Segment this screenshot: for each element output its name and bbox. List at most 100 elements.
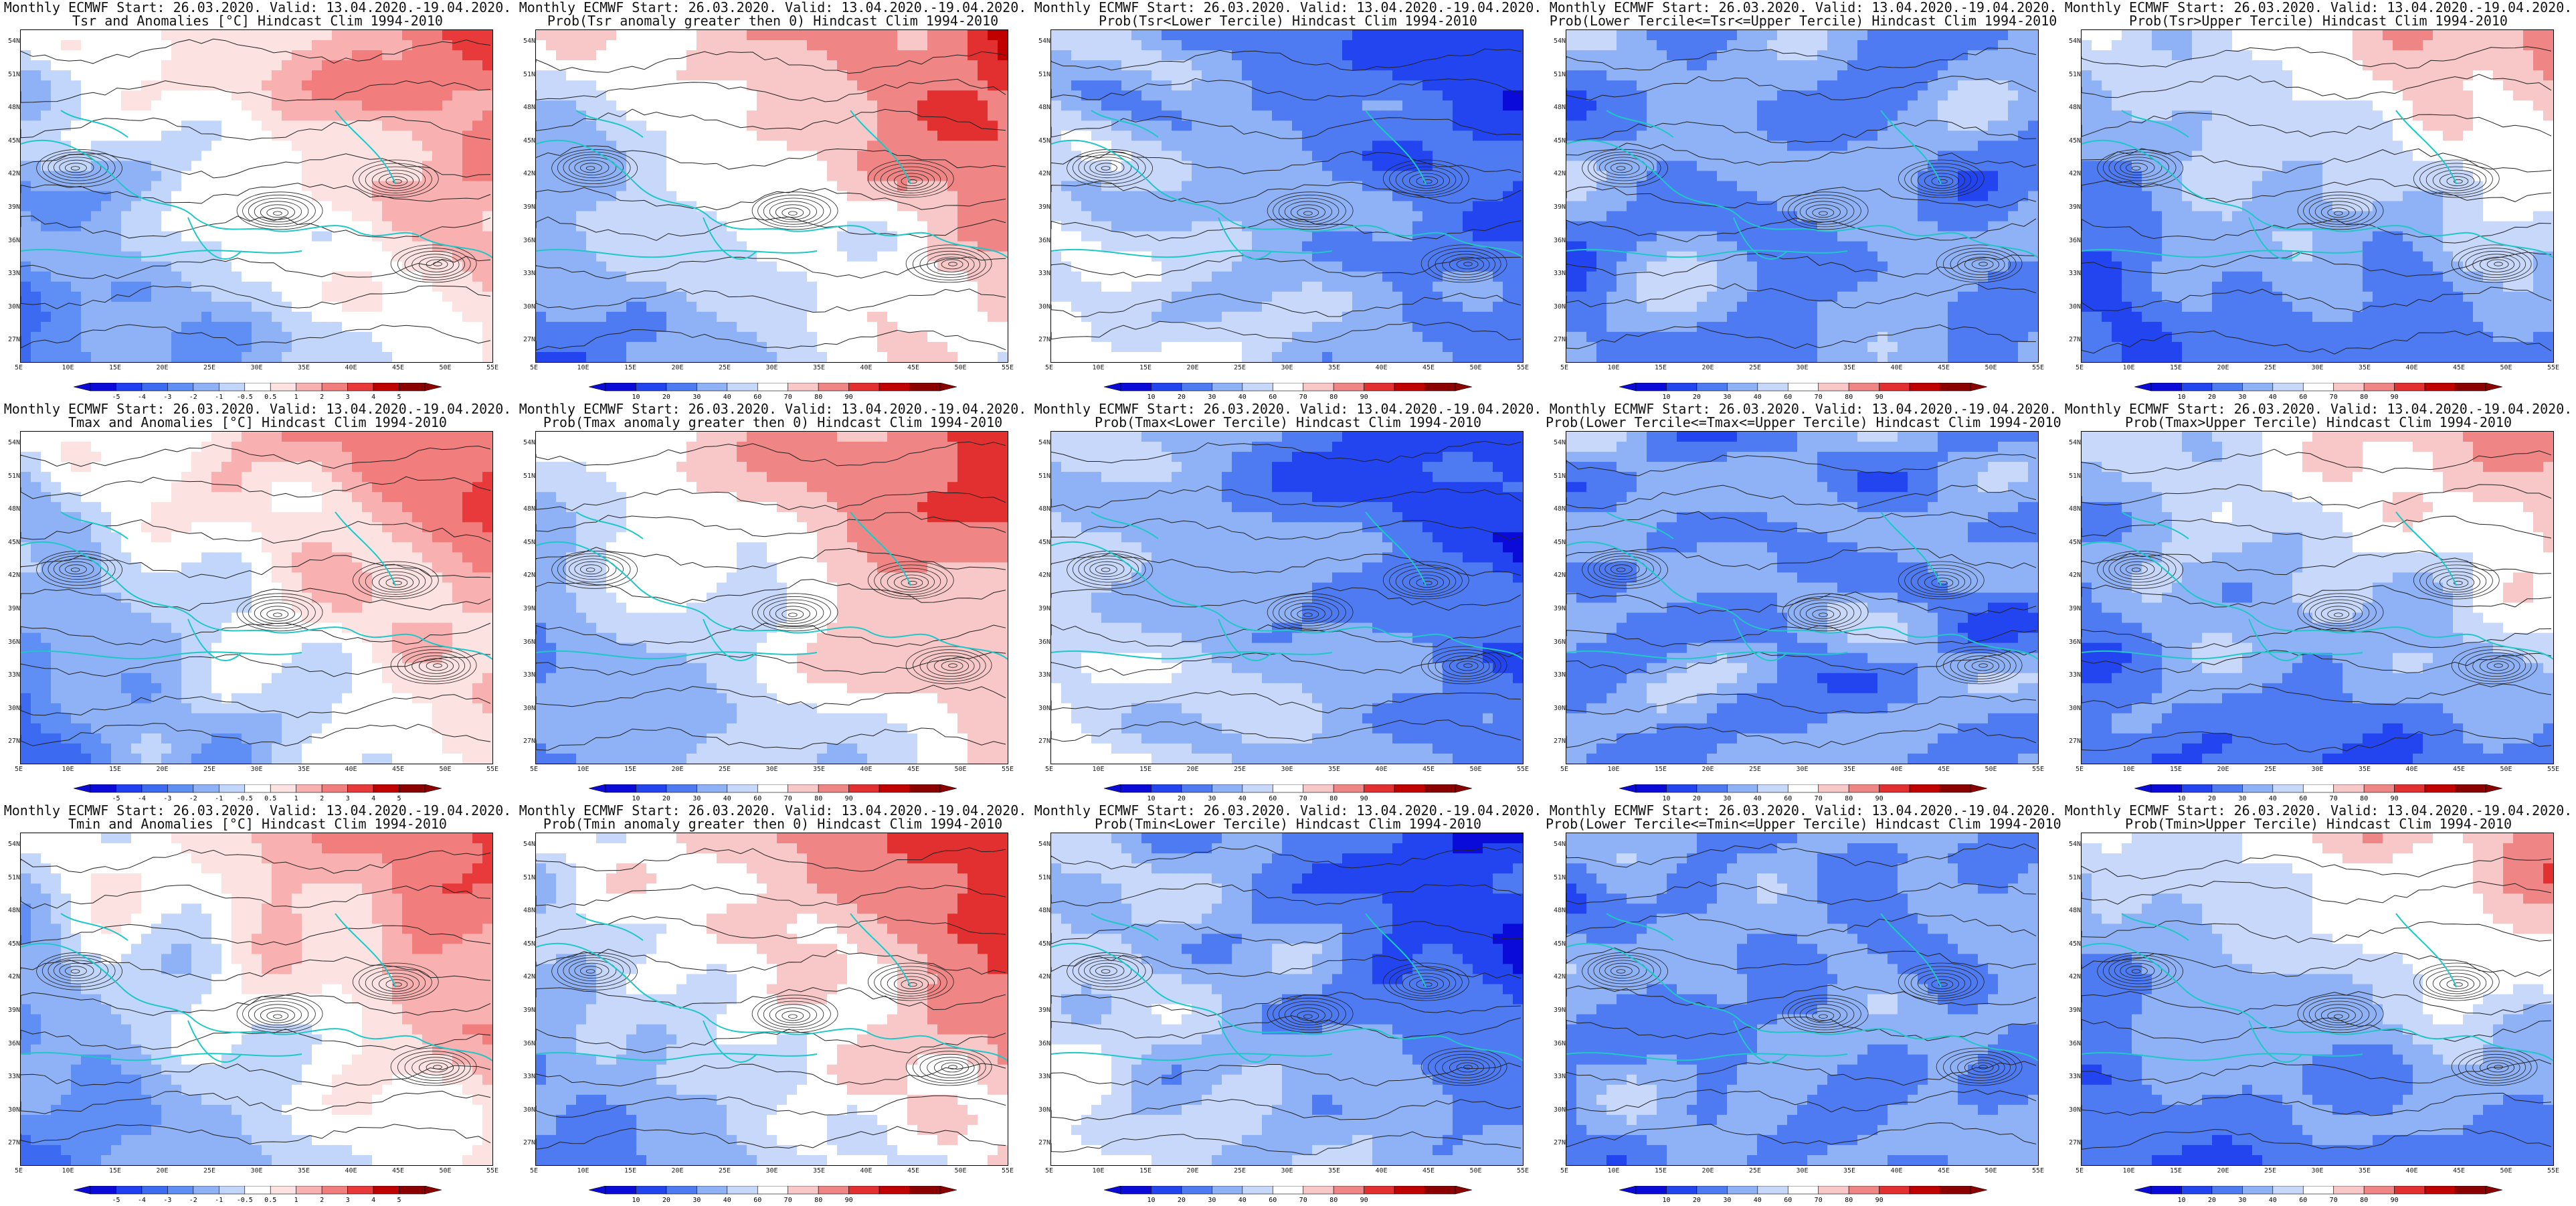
colorbar-tick-label: 70 (1815, 394, 1823, 400)
colorbar-tick-label: 20 (1693, 1197, 1701, 1203)
colorbar-swatch (2181, 784, 2213, 793)
longitude-label: 15E (624, 766, 636, 773)
latitude-label: 27N (518, 336, 535, 343)
temperature-contours (21, 38, 491, 349)
colorbar: -5 -4 -3 -2 -1 -0.5 0.5 1 2 3 4 5 (73, 784, 442, 802)
colorbar-swatch (167, 1185, 194, 1195)
longitude-label: 10E (2123, 766, 2135, 773)
colorbar-tick-label: 20 (1178, 1197, 1186, 1203)
colorbar-tick-label: -4 (138, 1197, 146, 1203)
latitude-label: 33N (3, 1073, 20, 1080)
latitude-label: 51N (518, 472, 535, 480)
latitude-label: 45N (1548, 940, 1566, 948)
longitude-label: 35E (813, 766, 825, 773)
panel-header: Monthly ECMWF Start: 26.03.2020. Valid: … (1030, 402, 1546, 416)
latitude-label: 30N (518, 705, 535, 712)
latitude-label: 36N (2063, 638, 2081, 646)
colorbar-swatch (1212, 784, 1243, 793)
latitude-label: 54N (3, 841, 20, 848)
temperature-contours (1566, 48, 2037, 349)
colorbar: 10 20 30 40 60 70 80 90 (1619, 382, 1988, 401)
longitude-label: 10E (1093, 1167, 1105, 1175)
legend-colorbar: 10 20 30 40 60 70 80 90 (1103, 1185, 1473, 1204)
map-canvas (2082, 30, 2553, 362)
panel-header: Monthly ECMWF Start: 26.03.2020. Valid: … (2061, 0, 2576, 15)
latitude-label: 33N (3, 270, 20, 277)
colorbar-swatch (2242, 1185, 2274, 1195)
longitude-label: 5E (15, 364, 23, 371)
longitude-label: 40E (2406, 766, 2418, 773)
longitude-label: 30E (1281, 1167, 1293, 1175)
coastline (2082, 913, 2553, 1063)
colorbar-swatch (788, 1185, 819, 1195)
colorbar-swatch (141, 1185, 168, 1195)
map-frame (535, 833, 1008, 1166)
latitude-label: 45N (518, 539, 535, 546)
map-frame (20, 833, 493, 1166)
colorbar-swatch (2424, 1185, 2456, 1195)
colorbar-swatch (296, 784, 323, 793)
colorbar-tick-label: 30 (1208, 394, 1216, 400)
filled-shading (1566, 833, 2038, 1165)
colorbar-tick-label: -5 (112, 394, 120, 400)
coastline (1566, 110, 2038, 260)
colorbar-swatch (1909, 382, 1940, 392)
colorbar-swatch (2181, 1185, 2213, 1195)
latitude-label: 27N (518, 1139, 535, 1146)
colorbar-swatch (2363, 1185, 2395, 1195)
colorbar-tick-label: 90 (845, 1197, 853, 1203)
colorbar-swatch (1242, 1185, 1273, 1195)
longitude-label: 5E (530, 766, 538, 773)
colorbar-swatch (1242, 382, 1273, 392)
panel-subtitle: Prob(Tsr<Lower Tercile) Hindcast Clim 19… (1030, 13, 1546, 28)
colorbar-tick-label: 90 (1360, 795, 1368, 802)
map-frame (1050, 833, 1524, 1166)
colorbar-swatch (141, 382, 168, 392)
colorbar-swatch (1151, 382, 1182, 392)
colorbar-swatch (1787, 382, 1819, 392)
latitude-label: 36N (1033, 237, 1050, 244)
colorbar: 10 20 30 40 60 70 80 90 (1619, 1185, 1988, 1204)
colorbar-tick-label: 60 (1269, 394, 1277, 400)
longitude-label: 10E (577, 364, 589, 371)
latitude-label: 36N (518, 1040, 535, 1047)
colorbar-swatch (1818, 382, 1849, 392)
longitude-label: 55E (2032, 1167, 2044, 1175)
coastline (1566, 913, 2038, 1063)
latitude-label: 45N (1548, 539, 1566, 546)
longitude-label: 25E (2264, 364, 2276, 371)
colorbar-tick-label: 60 (753, 1197, 761, 1203)
latitude-label: 39N (2063, 203, 2081, 211)
legend-colorbar: 10 20 30 40 60 70 80 90 (1619, 1185, 1988, 1204)
map-frame (20, 431, 493, 764)
panel-subtitle: Prob(Lower Tercile<=Tmin<=Upper Tercile)… (1546, 816, 2061, 831)
longitude-label: 15E (1139, 766, 1152, 773)
longitude-label: 45E (1422, 766, 1435, 773)
colorbar-tick-label: 1 (294, 394, 298, 400)
longitude-label: 25E (719, 1167, 731, 1175)
colorbar-tick-label: 90 (845, 795, 853, 802)
colorbar-tick-label: 80 (1329, 394, 1338, 400)
longitude-label: 25E (719, 766, 731, 773)
longitude-label: 55E (486, 364, 498, 371)
colorbar-tick-label: 70 (1815, 795, 1823, 802)
latitude-label: 51N (3, 874, 20, 881)
longitude-label: 25E (2264, 1167, 2276, 1175)
latitude-label: 48N (1033, 104, 1050, 111)
colorbar-tick-label: 90 (2391, 795, 2399, 802)
legend-colorbar: 10 20 30 40 60 70 80 90 (2134, 1185, 2503, 1204)
colorbar-swatch (1666, 1185, 1697, 1195)
colorbar-tick-label: 80 (1845, 394, 1853, 400)
longitude-label: 55E (1517, 364, 1529, 371)
colorbar-tick-label: 40 (2269, 1197, 2277, 1203)
panel-header: Monthly ECMWF Start: 26.03.2020. Valid: … (2061, 803, 2576, 818)
colorbar-tick-label: 40 (723, 1197, 731, 1203)
longitude-label: 50E (955, 1167, 967, 1175)
colorbar-tick-label: 60 (1784, 1197, 1792, 1203)
longitude-label: 10E (577, 766, 589, 773)
colorbar-swatch (373, 1185, 399, 1195)
colorbar-swatch (848, 382, 880, 392)
colorbar-swatch (2394, 1185, 2425, 1195)
longitude-label: 40E (1891, 766, 1903, 773)
